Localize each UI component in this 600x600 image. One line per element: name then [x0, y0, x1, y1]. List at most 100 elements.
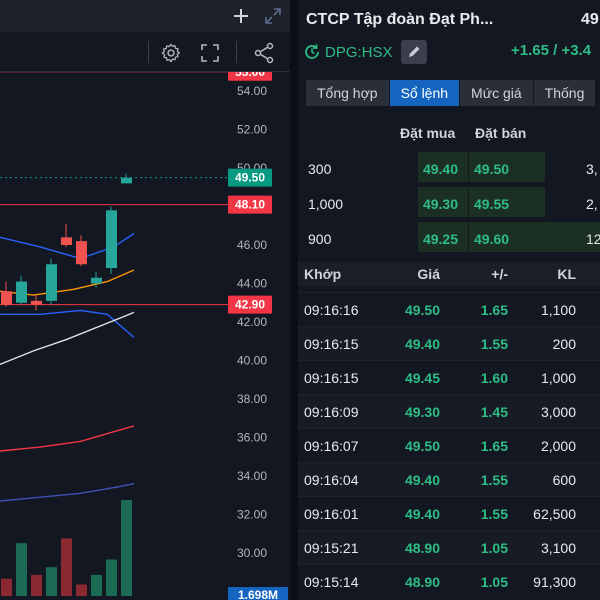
axis-tick-label: 38.00	[237, 392, 267, 406]
tab-tong-hop[interactable]: Tổng hợp	[306, 80, 390, 106]
trade-time: 09:16:04	[304, 472, 359, 488]
volume-bar	[1, 578, 12, 596]
candle-body	[46, 264, 57, 301]
trade-change: 1.65	[480, 302, 508, 318]
candle-body	[61, 237, 72, 245]
ticker-symbol[interactable]: DPG:HSX	[325, 43, 393, 61]
trade-time: 09:15:14	[304, 574, 359, 590]
trade-row: 09:15:14 48.90 1.05 91,300	[298, 564, 600, 598]
trade-change: 1.05	[480, 540, 508, 556]
chart-toolbar	[0, 32, 290, 72]
bid-volume: 300	[308, 161, 332, 177]
tab-so-lenh[interactable]: Sổ lệnh	[389, 80, 461, 106]
bid-price[interactable]: 49.25	[422, 231, 458, 247]
volume-bar	[61, 538, 72, 596]
trade-time: 09:16:01	[304, 506, 359, 522]
refresh-clock-icon[interactable]	[302, 42, 322, 62]
ask-volume: 2,	[586, 196, 598, 212]
moving-averages	[0, 232, 135, 502]
edit-button[interactable]	[400, 40, 427, 64]
bid-depth-bar	[418, 187, 468, 217]
trade-change: 1.55	[480, 472, 508, 488]
tab-thong-ke[interactable]: Thống	[533, 80, 597, 106]
trade-time: 09:16:07	[304, 438, 359, 454]
axis-tick-label: 36.00	[237, 431, 267, 445]
candles	[1, 173, 132, 311]
trade-volume: 3,000	[540, 404, 576, 420]
axis-tick-label: 54.00	[237, 84, 267, 98]
order-book-row: 900 49.25 49.60 12,	[298, 222, 600, 256]
last-price: 49	[581, 11, 599, 28]
axis-tick-label: 40.00	[237, 354, 267, 368]
moving-average-line	[0, 309, 135, 338]
price-tag	[228, 72, 272, 81]
tab-muc-gia[interactable]: Mức giá	[460, 80, 534, 106]
order-book-row: 1,000 49.30 49.55 2,	[298, 187, 600, 221]
trade-volume: 1,100	[540, 302, 576, 318]
price-header: Giá	[417, 266, 440, 282]
candlestick-chart[interactable]: 54.0052.0050.0048.0046.0044.0042.0040.00…	[0, 72, 290, 600]
order-book-row: 300 49.40 49.50 3,	[298, 152, 600, 186]
price-axis: 54.0052.0050.0048.0046.0044.0042.0040.00…	[237, 84, 267, 560]
plus-icon[interactable]	[228, 4, 254, 28]
trade-volume: 1,000	[540, 370, 576, 386]
diff-header: +/-	[491, 266, 508, 282]
candle-body	[16, 281, 27, 303]
price-tags: 55.00 49.50 48.10 42.90 1.698M	[228, 72, 288, 600]
price-change: +1.65 / +3.4	[511, 42, 592, 59]
trade-price: 49.45	[404, 370, 440, 386]
moving-average-line	[0, 311, 135, 366]
trade-volume: 3,100	[540, 540, 576, 556]
moving-average-line	[0, 483, 135, 502]
trade-price: 49.50	[404, 438, 440, 454]
ask-price[interactable]: 49.60	[474, 231, 510, 247]
trade-row: 09:16:01 49.40 1.55 62,500	[298, 496, 600, 530]
volume-bars	[1, 500, 132, 596]
fullscreen-icon[interactable]	[197, 40, 223, 66]
trade-change: 1.05	[480, 574, 508, 590]
volume-bar	[106, 559, 117, 596]
axis-tick-label: 44.00	[237, 277, 267, 291]
panel-divider[interactable]	[290, 0, 298, 600]
axis-tick-label: 42.00	[237, 315, 267, 329]
trade-time: 09:16:15	[304, 370, 359, 386]
trade-row: 09:16:09 49.30 1.45 3,000	[298, 394, 600, 428]
trade-time: 09:16:09	[304, 404, 359, 420]
price-tag-label: 48.10	[235, 198, 265, 212]
ask-volume: 12,	[586, 231, 600, 247]
ask-depth-bar	[469, 152, 545, 182]
bid-volume: 900	[308, 231, 332, 247]
trade-volume: 62,500	[533, 506, 576, 522]
volume-bar	[91, 574, 102, 596]
axis-tick-label: 46.00	[237, 238, 267, 252]
bid-price[interactable]: 49.40	[422, 161, 458, 177]
trade-change: 1.60	[480, 370, 508, 386]
trade-row: 09:16:15 49.40 1.55 200	[298, 326, 600, 360]
trade-volume: 600	[552, 472, 576, 488]
ask-price[interactable]: 49.50	[474, 161, 510, 177]
trade-time: 09:16:15	[304, 336, 359, 352]
bid-header: Đặt mua	[400, 125, 456, 141]
trade-change: 1.45	[480, 404, 508, 420]
axis-tick-label: 34.00	[237, 469, 267, 483]
gear-icon[interactable]	[158, 40, 184, 66]
trade-change: 1.65	[480, 438, 508, 454]
price-tag	[228, 195, 272, 214]
bid-price[interactable]: 49.30	[422, 196, 458, 212]
trade-price: 49.40	[404, 506, 440, 522]
price-levels	[0, 72, 228, 306]
trade-volume: 91,300	[533, 574, 576, 590]
bid-depth-bar	[418, 222, 468, 252]
axis-tick-label: 32.00	[237, 508, 267, 522]
trade-time: 09:16:16	[304, 302, 359, 318]
time-header: Khớp	[304, 266, 342, 282]
volume-bar	[31, 574, 42, 596]
expand-icon[interactable]	[260, 4, 286, 28]
trade-price: 49.50	[404, 302, 440, 318]
volume-tag-label: 1.698M	[238, 588, 278, 600]
ask-price[interactable]: 49.55	[474, 196, 510, 212]
chart-panel[interactable]: 54.0052.0050.0048.0046.0044.0042.0040.00…	[0, 0, 290, 600]
axis-tick-label: 52.00	[237, 123, 267, 137]
trade-row: 09:15:21 48.90 1.05 3,100	[298, 530, 600, 564]
share-icon[interactable]	[251, 40, 277, 66]
